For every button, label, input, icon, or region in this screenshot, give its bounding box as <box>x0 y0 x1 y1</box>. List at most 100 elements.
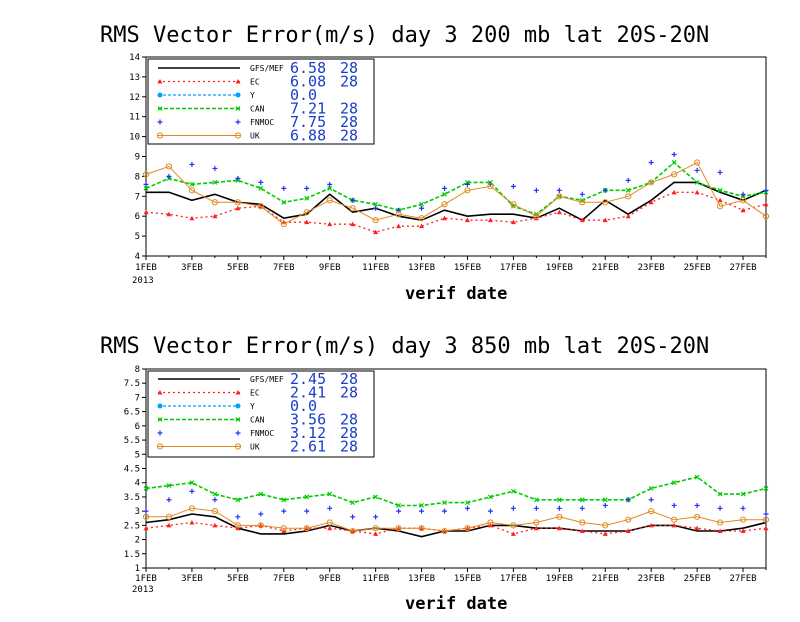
y-tick-label: 8 <box>135 172 140 182</box>
legend-marker <box>234 132 242 139</box>
data-point <box>166 522 172 528</box>
y-tick-label: 2.5 <box>124 521 140 531</box>
data-point <box>258 491 264 497</box>
y-tick-label: 8 <box>135 365 140 375</box>
series-line <box>146 181 767 222</box>
legend-marker <box>156 132 164 139</box>
series-ec <box>143 189 769 235</box>
data-point <box>671 522 677 528</box>
x-tick-label: 9FEB <box>319 263 341 273</box>
data-point <box>487 519 494 526</box>
x-tick-label: 17FEB <box>500 263 527 273</box>
y-tick-label: 5 <box>135 232 140 242</box>
data-point <box>694 159 701 166</box>
legend-label: FNMOC <box>250 429 274 438</box>
legend-box <box>147 370 375 458</box>
data-point <box>234 199 241 206</box>
data-point <box>327 525 333 531</box>
y-tick-label: 6.5 <box>124 408 140 418</box>
data-point <box>349 527 356 535</box>
data-point <box>188 505 196 512</box>
data-point <box>189 520 195 525</box>
data-point <box>143 525 149 531</box>
legend-entry: EC 2.41 28 <box>157 384 358 402</box>
data-point <box>303 209 310 216</box>
legend-value: 3.56 <box>290 411 326 429</box>
data-point <box>556 505 562 511</box>
x-tick-label: 19FEB <box>546 574 573 584</box>
legend-entry: Y 0.0 <box>157 86 317 104</box>
legend-value: 6.58 <box>290 59 326 77</box>
data-point <box>487 183 494 190</box>
legend-marker <box>235 403 241 409</box>
series-group <box>142 474 770 538</box>
legend-entry: GFS/MEF 2.45 28 <box>158 370 358 388</box>
data-point <box>739 516 747 523</box>
series-line <box>145 191 767 233</box>
data-point <box>350 514 356 520</box>
legend-value: 7.75 <box>290 113 326 131</box>
data-point <box>533 505 539 511</box>
data-point <box>349 205 356 212</box>
data-point <box>235 205 241 211</box>
data-point <box>648 159 654 165</box>
legend-label: CAN <box>250 105 265 114</box>
legend-marker <box>157 106 163 111</box>
data-point <box>326 519 333 526</box>
y-tick-label: 4 <box>135 252 140 262</box>
legend-count: 28 <box>340 73 358 91</box>
data-point <box>142 171 150 178</box>
data-point <box>395 211 402 218</box>
data-point <box>625 516 632 523</box>
legend-entry: GFS/MEF 6.58 28 <box>158 59 358 77</box>
series-fnmoc <box>143 488 769 520</box>
data-point <box>235 514 241 520</box>
legend-marker <box>235 92 241 98</box>
y-tick-label: 13 <box>129 73 140 83</box>
data-point <box>396 508 402 514</box>
data-point <box>694 525 700 531</box>
data-point <box>602 531 608 536</box>
x-tick-label: 25FEB <box>684 574 711 584</box>
x-tick-label: 17FEB <box>500 574 527 584</box>
data-point <box>143 181 149 187</box>
data-point <box>602 199 609 206</box>
data-point <box>304 494 310 500</box>
data-point <box>281 508 287 514</box>
legend-entry: EC 6.08 28 <box>157 73 358 91</box>
x-tick-label: 27FEB <box>729 574 756 584</box>
legend-count: 28 <box>340 113 358 131</box>
data-point <box>189 161 195 167</box>
y-tick-label: 3 <box>135 507 140 517</box>
x-tick-label: 15FEB <box>454 574 481 584</box>
legend-value: 0.0 <box>290 86 317 104</box>
data-point <box>281 185 287 191</box>
series-line <box>145 513 767 538</box>
x-axis-label: verif date <box>405 284 507 304</box>
series-uk <box>142 159 770 228</box>
legend-count: 28 <box>340 100 358 118</box>
data-point <box>212 497 218 503</box>
data-point <box>442 185 448 191</box>
y-tick-label: 11 <box>129 113 140 123</box>
legend-label: UK <box>250 443 260 452</box>
data-point <box>763 201 769 207</box>
data-point <box>579 528 585 534</box>
legend-marker <box>157 403 163 409</box>
data-point <box>189 181 195 187</box>
data-point <box>740 491 746 497</box>
data-point <box>671 160 677 165</box>
data-point <box>373 531 379 536</box>
legend-count: 28 <box>340 127 358 145</box>
data-point <box>694 189 700 195</box>
chart-200mb: RMS Vector Error(m/s) day 3 200 mb lat 2… <box>100 23 770 304</box>
y-tick-label: 7 <box>135 393 140 403</box>
y-tick-label: 7 <box>135 192 140 202</box>
data-point <box>327 221 333 227</box>
data-point <box>304 508 310 514</box>
legend-count: 28 <box>340 384 358 402</box>
data-point <box>441 527 448 535</box>
data-point <box>189 480 195 486</box>
data-point <box>442 215 448 221</box>
